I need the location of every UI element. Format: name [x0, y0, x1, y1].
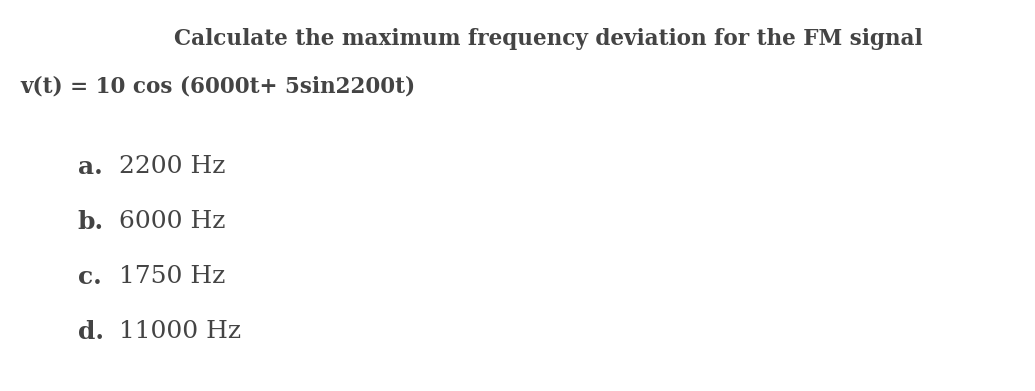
Text: 11000 Hz: 11000 Hz	[119, 320, 241, 343]
Text: 2200 Hz: 2200 Hz	[119, 155, 226, 178]
Text: c.: c.	[78, 265, 101, 289]
Text: a.: a.	[78, 155, 102, 179]
Text: d.: d.	[78, 320, 104, 344]
Text: 1750 Hz: 1750 Hz	[119, 265, 226, 288]
Text: 6000 Hz: 6000 Hz	[119, 210, 226, 233]
Text: b.: b.	[78, 210, 104, 234]
Text: Calculate the maximum frequency deviation for the FM signal: Calculate the maximum frequency deviatio…	[174, 28, 923, 50]
Text: v(t) = 10 cos (6000t+ 5sin2200t): v(t) = 10 cos (6000t+ 5sin2200t)	[21, 75, 416, 97]
